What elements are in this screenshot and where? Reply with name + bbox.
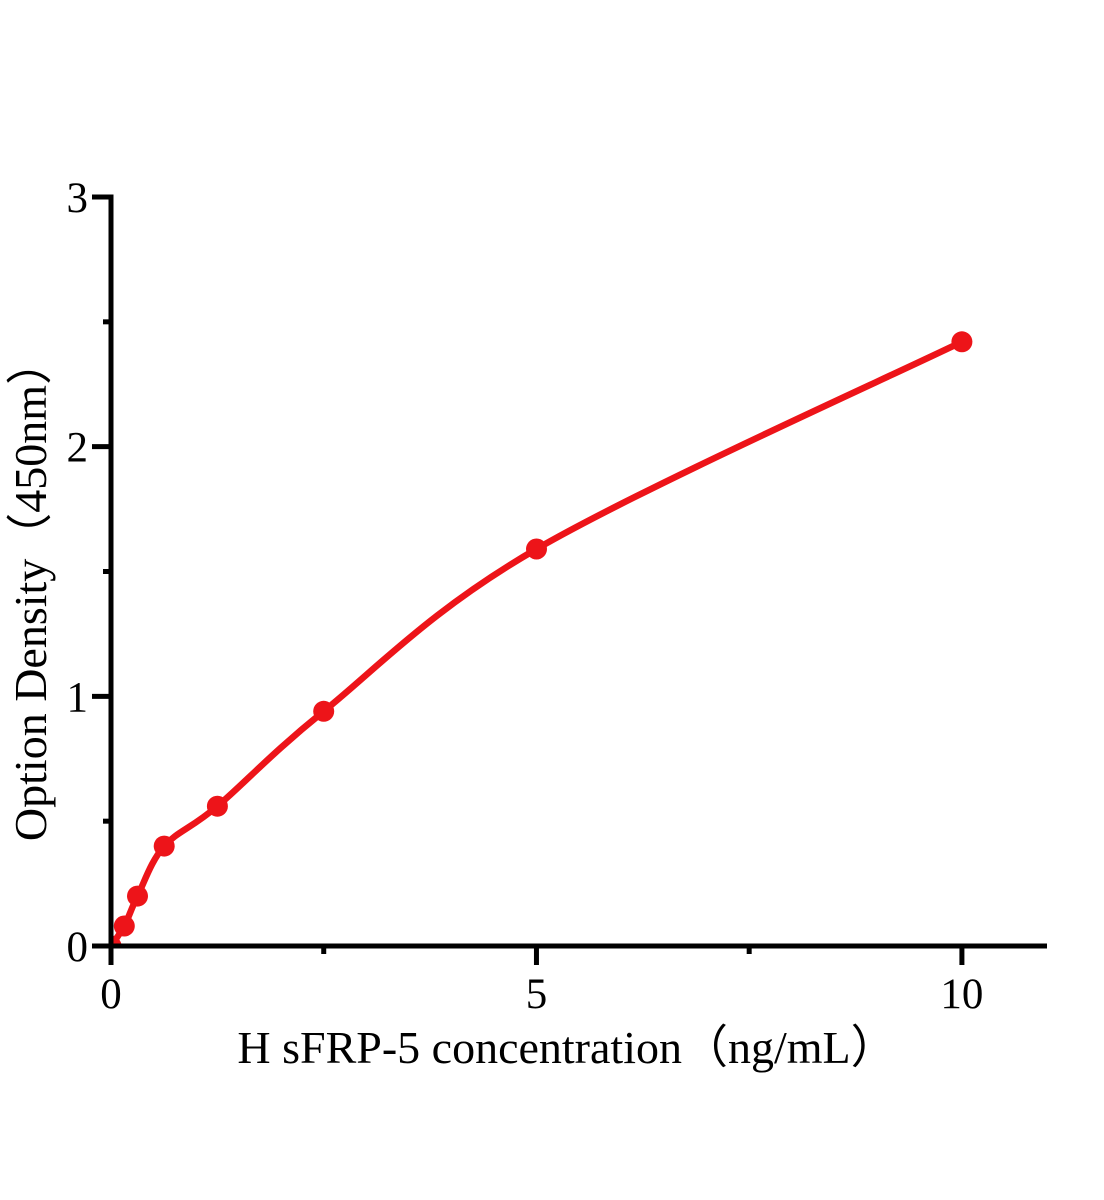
data-point	[153, 835, 175, 857]
x-axis-title: H sFRP-5 concentration（ng/mL）	[237, 1022, 896, 1073]
plot-axes: 0 1 2 3 0 5 10	[67, 175, 1047, 1018]
data-point	[113, 935, 122, 944]
data-series	[113, 331, 973, 944]
y-tick-label: 0	[67, 924, 89, 971]
x-tick-label: 5	[526, 971, 548, 1018]
x-tick-label: 10	[940, 971, 983, 1018]
data-point	[127, 885, 148, 907]
data-point	[206, 795, 228, 817]
fit-curve	[113, 338, 966, 944]
data-point	[526, 538, 547, 560]
y-tick-label: 1	[67, 674, 89, 721]
y-tick-label: 2	[67, 425, 89, 472]
data-point	[113, 915, 135, 937]
y-axis-title: Option Density（450nm）	[5, 339, 56, 841]
data-point	[313, 700, 335, 722]
data-point	[951, 331, 973, 353]
y-tick-label: 3	[67, 175, 89, 222]
x-tick-label: 0	[100, 971, 122, 1018]
